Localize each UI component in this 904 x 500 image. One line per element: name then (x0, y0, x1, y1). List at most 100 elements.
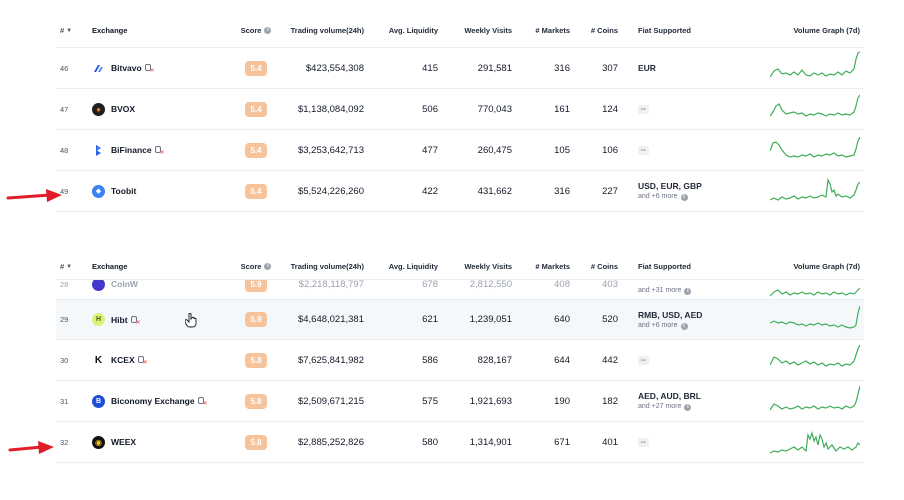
col-rank-header[interactable]: # ▼ (60, 254, 88, 279)
coins-cell: 106 (602, 144, 618, 156)
volume-sparkline[interactable] (756, 300, 860, 339)
table-row[interactable]: 49 ◆ Toobit 5.4 $5,524,226,260 422 431,6… (56, 171, 864, 212)
exchange-name[interactable]: WEEX (111, 437, 137, 447)
col-score-header[interactable]: Score i (226, 14, 286, 47)
exchange-name[interactable]: CoinW (111, 280, 138, 289)
sort-caret-icon[interactable]: ▼ (66, 263, 73, 270)
col-markets-header[interactable]: # Markets (535, 26, 570, 35)
fiat-more-label[interactable]: and +6 more (638, 321, 678, 329)
info-icon[interactable]: i (264, 263, 272, 270)
rank-cell: 46 (60, 63, 69, 73)
table-row[interactable]: 47 ● BVOX 5.4 $1,138,084,092 506 770,043… (56, 89, 864, 130)
col-visits-header[interactable]: Weekly Visits (464, 262, 512, 271)
volume-sparkline[interactable] (756, 340, 860, 380)
exchange-name[interactable]: Hibt (111, 314, 128, 325)
exchange-cell[interactable]: Bitvavo ✕ (92, 48, 232, 88)
info-icon[interactable]: i (684, 288, 692, 295)
col-graph-header: Volume Graph (7d) (793, 262, 860, 271)
volume-sparkline[interactable] (756, 48, 860, 88)
unverified-database-icon: ✕ (130, 315, 141, 326)
col-liquidity-header[interactable]: Avg. Liquidity (388, 262, 438, 271)
coins-cell: 403 (602, 280, 618, 290)
volume-cell: $2,218,118,797 (298, 280, 364, 290)
volume-cell: $7,625,841,982 (297, 354, 364, 366)
volume-sparkline[interactable] (756, 422, 860, 462)
volume-sparkline[interactable] (756, 280, 860, 299)
fiat-more-link[interactable]: and +6 more i (638, 322, 688, 330)
fiat-more-link[interactable]: and +27 more i (638, 403, 692, 411)
markets-cell: 644 (554, 354, 570, 366)
col-visits-header[interactable]: Weekly Visits (464, 26, 512, 35)
bvox-logo-icon: ● (92, 102, 105, 116)
exchange-name[interactable]: KCEX (111, 355, 135, 365)
sort-caret-icon[interactable]: ▼ (66, 27, 73, 34)
volume-sparkline[interactable] (756, 381, 860, 421)
col-exchange-header[interactable]: Exchange (92, 262, 128, 271)
info-icon[interactable]: i (264, 27, 272, 34)
exchange-name[interactable]: Biconomy Exchange (111, 396, 195, 406)
volume-sparkline[interactable] (756, 130, 860, 170)
exchange-cell[interactable]: CoinW (92, 280, 232, 299)
exchange-table-bottom: # ▼ Exchange Score i Trading volume(24h) A… (56, 254, 864, 463)
visits-cell: 431,662 (477, 185, 512, 197)
volume-sparkline[interactable] (756, 171, 860, 211)
exchange-name[interactable]: Bitvavo (111, 63, 142, 73)
exchange-cell[interactable]: ◉ WEEX (92, 422, 232, 462)
fiat-more-label[interactable]: and +27 more (638, 403, 682, 410)
info-icon[interactable]: i (684, 404, 692, 411)
col-liquidity-header[interactable]: Avg. Liquidity (388, 26, 438, 35)
info-icon[interactable]: i (680, 322, 688, 330)
table-row[interactable]: 31 B Biconomy Exchange ✕ 5.8 $2,509,671,… (56, 381, 864, 422)
volume-sparkline[interactable] (756, 89, 860, 129)
exchange-cell[interactable]: ● BVOX (92, 89, 232, 129)
table-row[interactable]: 29 H Hibt ✕ 5.9 $4,648,021,381 621 1,239… (56, 300, 864, 340)
unverified-database-icon: ✕ (197, 397, 208, 407)
table-row[interactable]: 30 K KCEX ✕ 5.8 $7,625,841,982 586 828,1… (56, 340, 864, 381)
volume-cell: $4,648,021,381 (297, 314, 364, 325)
score-badge: 5.9 (245, 280, 267, 292)
rank-cell: 30 (60, 355, 69, 365)
table-row-partial[interactable]: 28 CoinW 5.9 $2,218,118,797 678 2,812,55… (56, 280, 864, 300)
info-icon[interactable]: i (680, 194, 688, 201)
exchange-name[interactable]: BVOX (111, 104, 136, 114)
volume-cell: $5,524,226,260 (297, 185, 364, 197)
fiat-more-label[interactable]: and +31 more (638, 287, 682, 294)
col-volume-header[interactable]: Trading volume(24h) (290, 262, 364, 271)
fiat-list: -- (638, 437, 649, 447)
col-coins-header[interactable]: # Coins (590, 262, 618, 271)
score-cell: 5.4 (226, 171, 286, 211)
score-cell: 5.4 (226, 89, 286, 129)
score-cell: 5.9 (226, 300, 286, 339)
exchange-cell[interactable]: K KCEX ✕ (92, 340, 232, 380)
col-score-header[interactable]: Score i (226, 254, 286, 279)
fiat-more-link[interactable]: and +6 more i (638, 193, 688, 201)
exchange-name[interactable]: BiFinance (111, 145, 152, 155)
liquidity-cell: 678 (422, 280, 438, 290)
exchange-cell[interactable]: ◆ Toobit (92, 171, 232, 211)
exchange-name[interactable]: Toobit (111, 186, 137, 196)
hand-cursor-icon (185, 313, 197, 328)
toobit-logo-icon: ◆ (92, 184, 105, 198)
score-cell: 5.4 (226, 130, 286, 170)
col-volume-header[interactable]: Trading volume(24h) (290, 26, 364, 35)
fiat-cell: AED, AUD, BRL and +27 more i (638, 381, 748, 421)
fiat-more-label[interactable]: and +6 more (638, 193, 678, 200)
score-badge: 5.8 (245, 352, 267, 368)
exchange-cell[interactable]: H Hibt ✕ (92, 300, 232, 339)
coins-cell: 520 (602, 314, 618, 325)
table-row[interactable]: 46 Bitvavo ✕ 5.4 $423,554,308 415 291,58… (56, 48, 864, 89)
col-coins-header[interactable]: # Coins (590, 26, 618, 35)
fiat-list: -- (638, 145, 649, 155)
score-badge: 5.4 (245, 183, 267, 199)
fiat-list: -- (638, 104, 649, 114)
table-row[interactable]: 32 ◉ WEEX 5.8 $2,885,252,826 580 1,314,9… (56, 422, 864, 463)
table-row[interactable]: 48 BiFinance ✕ 5.4 $3,253,642,713 477 26… (56, 130, 864, 171)
col-exchange-header[interactable]: Exchange (92, 26, 128, 35)
fiat-cell: -- (638, 89, 748, 129)
fiat-more-link[interactable]: and +31 more i (638, 287, 692, 295)
col-rank-header[interactable]: # ▼ (60, 14, 88, 47)
exchange-cell[interactable]: B Biconomy Exchange ✕ (92, 381, 232, 421)
col-markets-header[interactable]: # Markets (535, 262, 570, 271)
score-badge: 5.4 (245, 142, 267, 158)
exchange-cell[interactable]: BiFinance ✕ (92, 130, 232, 170)
